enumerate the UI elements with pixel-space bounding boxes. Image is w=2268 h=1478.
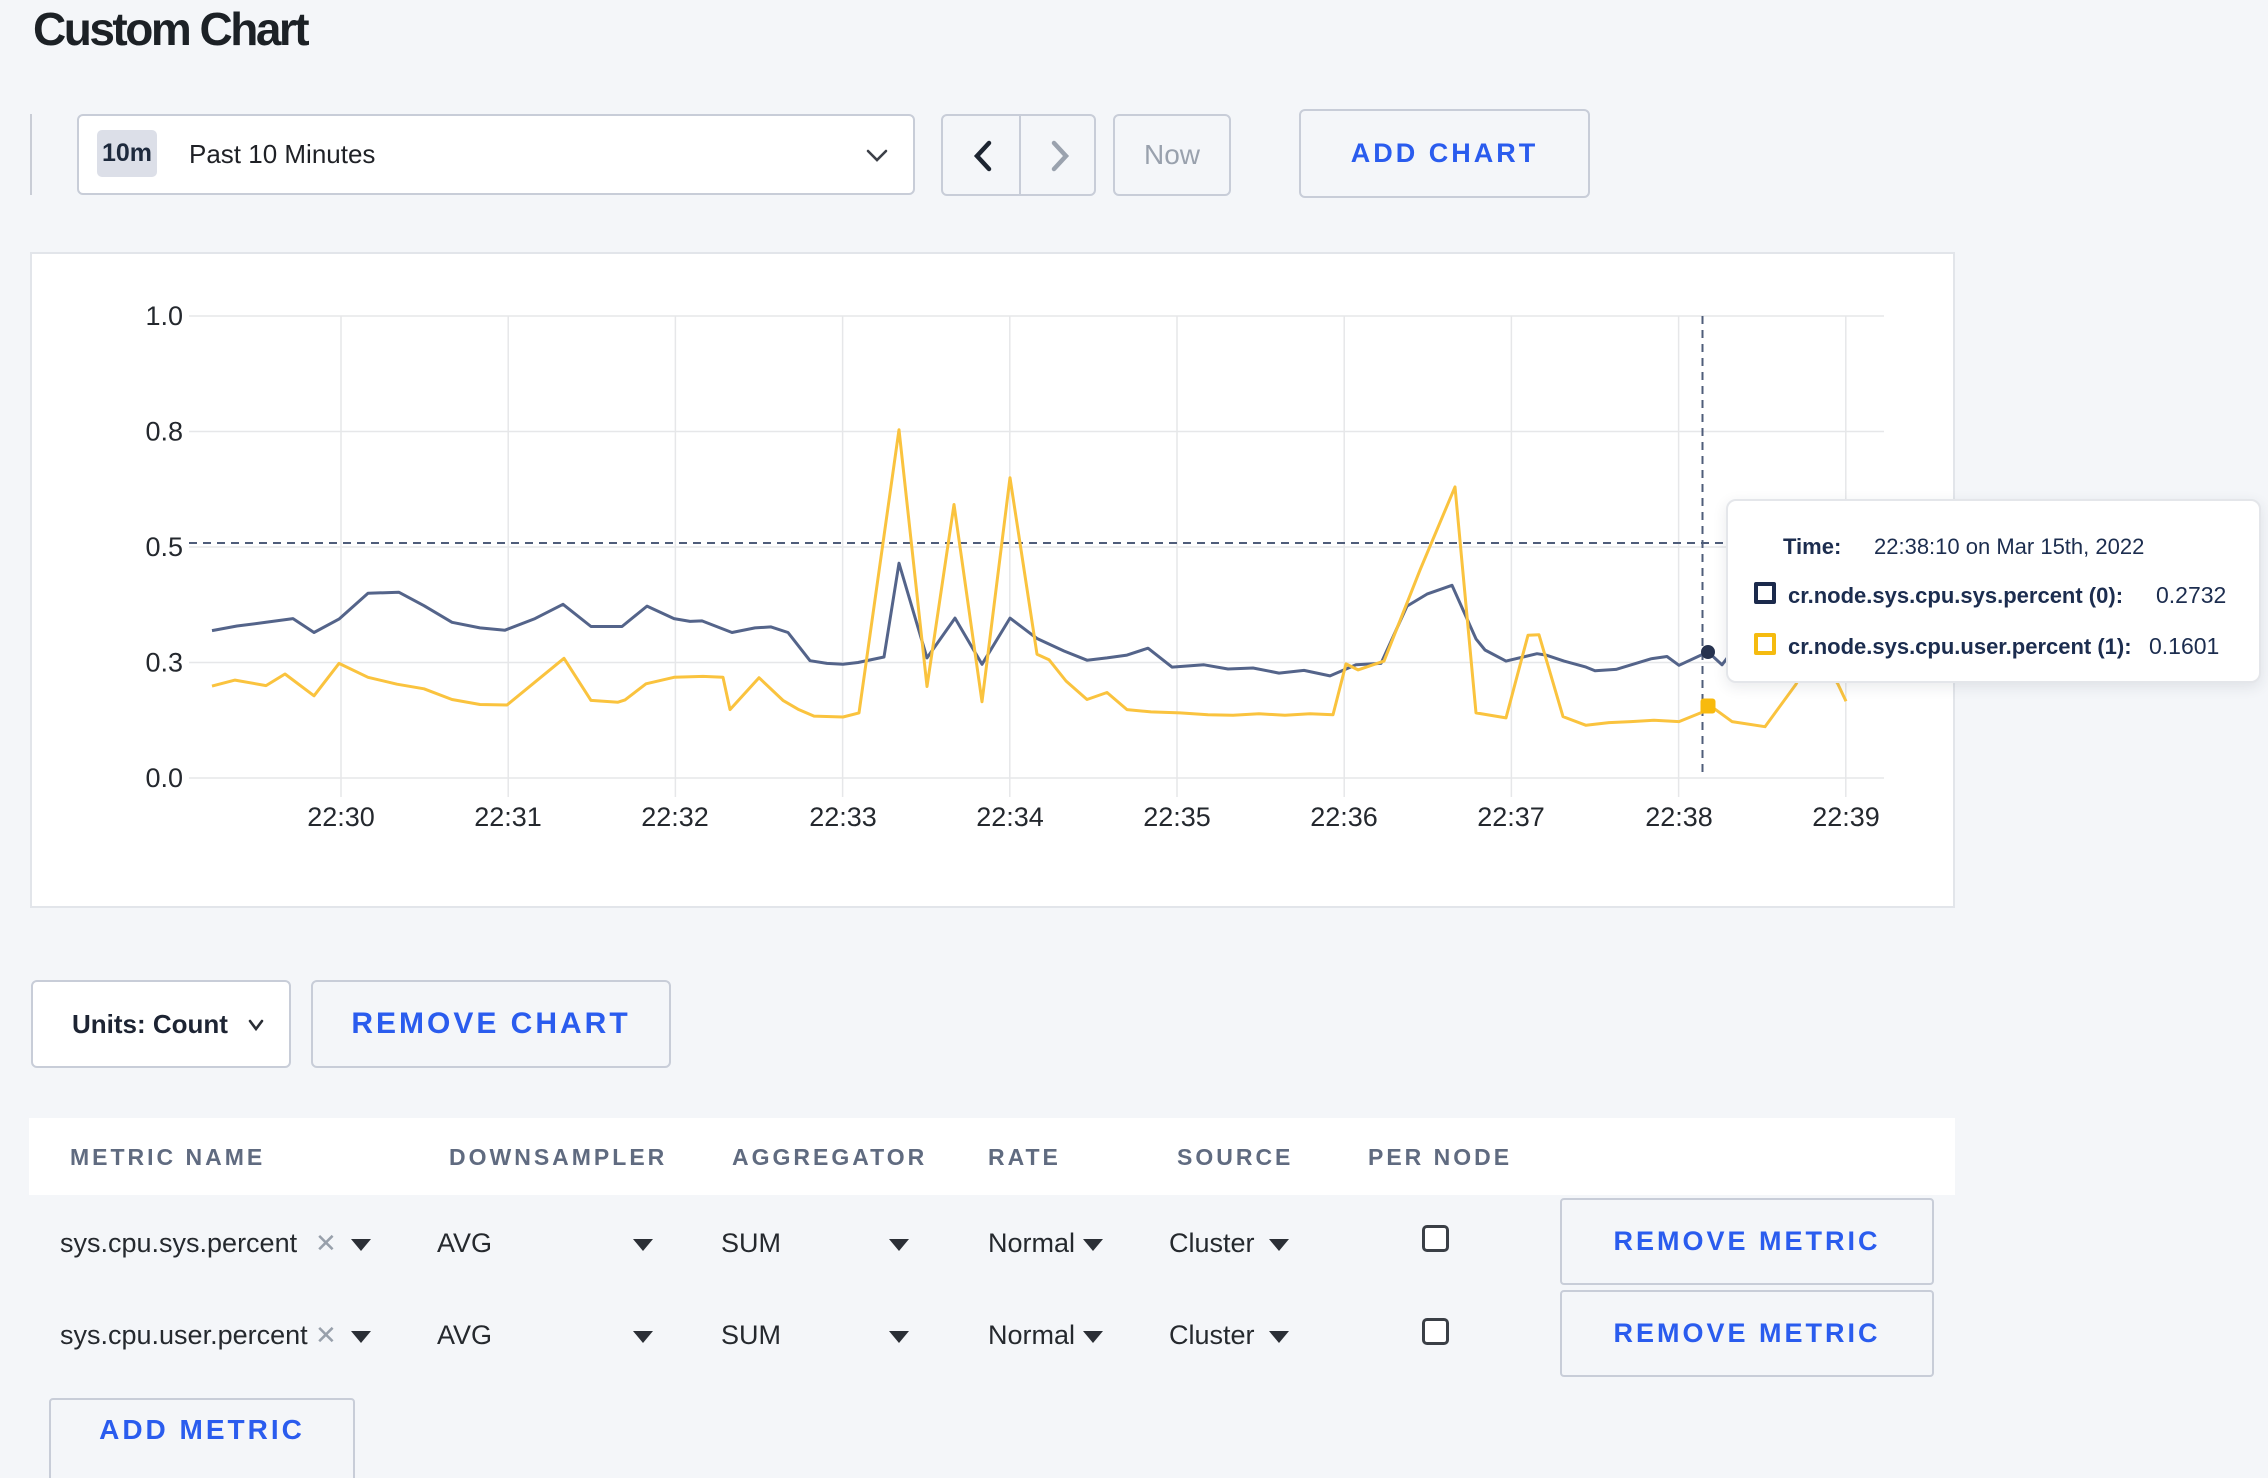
svg-text:22:31: 22:31 [474, 802, 542, 832]
svg-text:22:32: 22:32 [641, 802, 709, 832]
svg-text:0.8: 0.8 [145, 417, 183, 447]
svg-text:22:30: 22:30 [307, 802, 375, 832]
svg-text:0.3: 0.3 [145, 648, 183, 678]
svg-text:0.0: 0.0 [145, 763, 183, 793]
svg-text:22:33: 22:33 [809, 802, 877, 832]
svg-text:22:36: 22:36 [1310, 802, 1378, 832]
svg-text:22:39: 22:39 [1812, 802, 1880, 832]
svg-text:0.5: 0.5 [145, 532, 183, 562]
svg-text:22:34: 22:34 [976, 802, 1044, 832]
svg-text:22:38: 22:38 [1645, 802, 1713, 832]
svg-text:1.0: 1.0 [145, 301, 183, 331]
svg-text:22:35: 22:35 [1143, 802, 1211, 832]
svg-text:22:37: 22:37 [1477, 802, 1545, 832]
